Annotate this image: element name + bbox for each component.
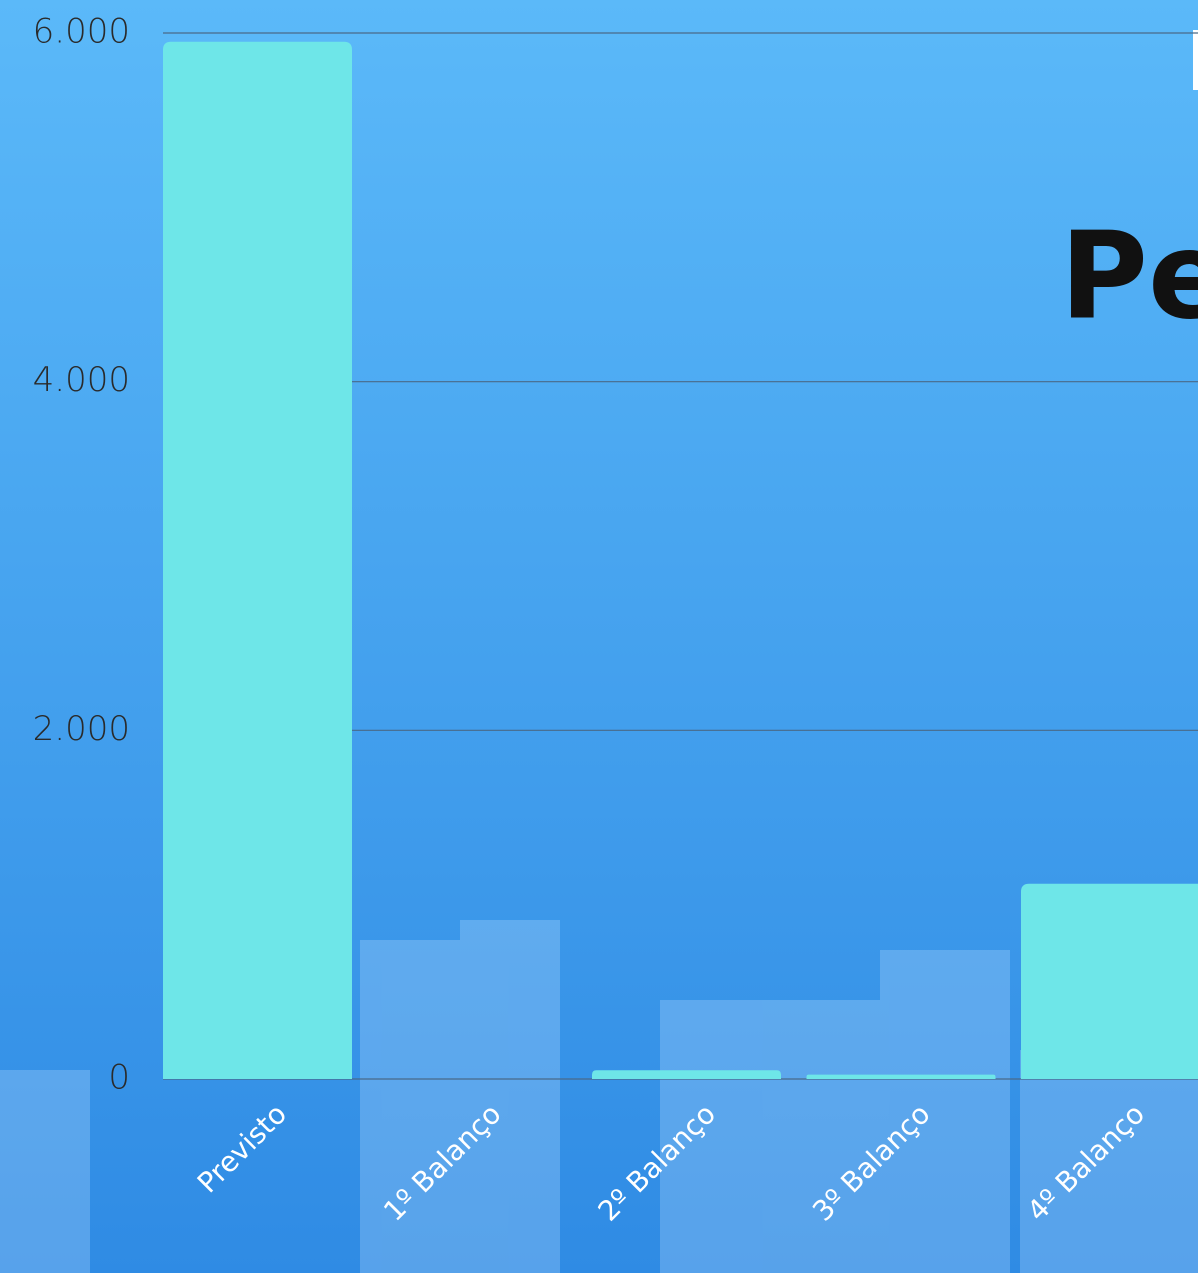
frame-edge bbox=[1193, 30, 1198, 90]
bar bbox=[163, 41, 352, 1079]
y-tick-label: 4.000 bbox=[33, 360, 130, 400]
y-tick-label: 0 bbox=[108, 1058, 130, 1098]
bar bbox=[592, 1070, 781, 1079]
chart-title: Pe bbox=[1060, 208, 1198, 347]
y-tick-label: 6.000 bbox=[33, 12, 130, 52]
y-tick-label: 2.000 bbox=[33, 709, 130, 749]
bar bbox=[1021, 883, 1198, 1079]
skyline bbox=[0, 920, 1198, 1273]
bar bbox=[806, 1074, 996, 1079]
